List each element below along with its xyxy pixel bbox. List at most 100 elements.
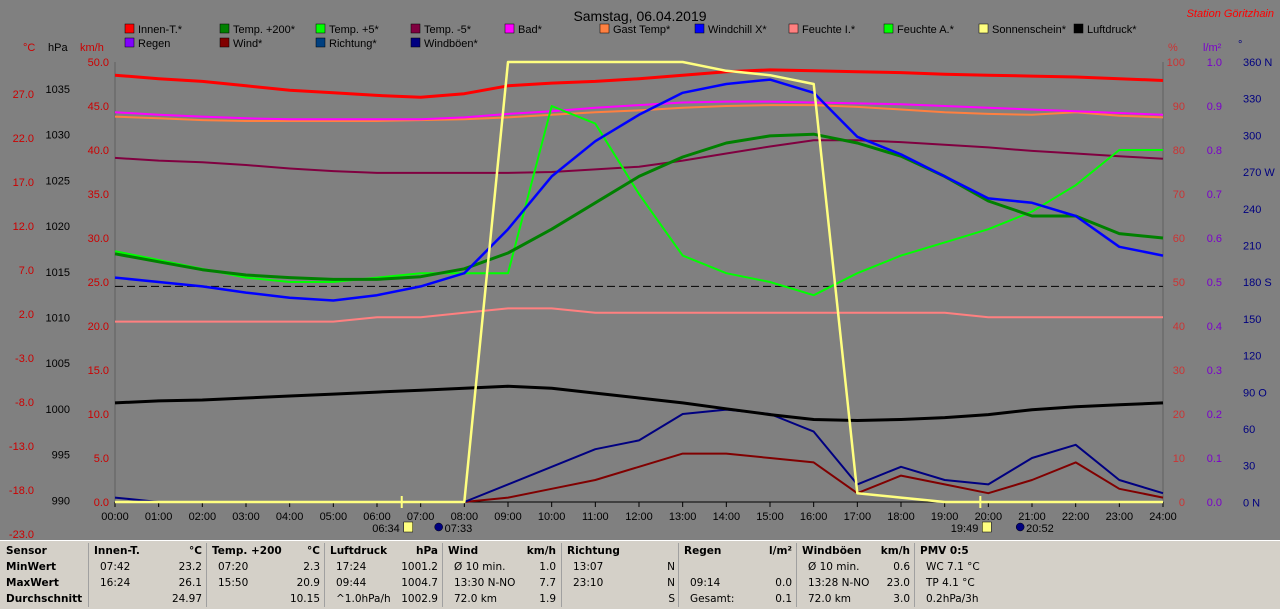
lm2-tick: 0.1 [1207, 453, 1222, 465]
celsius-tick: -18.0 [9, 485, 34, 497]
hpa-tick: 1025 [46, 175, 70, 187]
legend-swatch [410, 23, 421, 34]
time-tick: 00:00 [101, 511, 129, 523]
dir-tick: 90 O [1243, 387, 1267, 399]
legend-label: Bad* [518, 24, 543, 36]
stats-cell-left: Ø 10 min. [454, 561, 506, 573]
stats-column-unit: km/h [526, 545, 556, 557]
celsius-tick: -3.0 [15, 353, 34, 365]
time-tick: 05:00 [320, 511, 348, 523]
stats-cell-left: 09:14 [690, 577, 721, 589]
dir-tick: 300 [1243, 130, 1261, 142]
lm2-tick: 0.8 [1207, 145, 1222, 157]
stats-cell-left: ^1.0hPa/h [336, 593, 391, 605]
chart-title: Samstag, 06.04.2019 [573, 8, 706, 24]
stats-cell-value: 24.97 [171, 593, 202, 605]
hpa-unit: hPa [48, 42, 68, 54]
legend-swatch [1073, 23, 1084, 34]
time-tick: 06:00 [363, 511, 391, 523]
series-temp-5-line [114, 139, 1164, 174]
legend-swatch [124, 37, 135, 48]
pct-tick: 20 [1173, 409, 1185, 421]
stats-cell-left: 07:20 [218, 561, 249, 573]
stats-cell-value: 7.7 [539, 577, 556, 589]
stats-cell-value: 1.0 [539, 561, 556, 573]
stats-cell-left: 09:44 [336, 577, 367, 589]
kmh-tick: 20.0 [88, 321, 109, 333]
sunrise-icon [403, 521, 413, 533]
moonrise-icon [434, 522, 443, 532]
kmh-tick: 30.0 [88, 233, 109, 245]
stats-cell-value: 0.6 [893, 561, 910, 573]
dir-tick: 330 [1243, 94, 1261, 106]
hpa-tick: 1020 [46, 221, 70, 233]
stats-label-avg: Durchschnitt [6, 593, 83, 605]
legend-swatch [219, 23, 230, 34]
stats-separator [442, 543, 443, 607]
stats-cell-value: 26.1 [178, 577, 202, 589]
stats-column: Temp. +200 °C 07:20 2.3 15:50 20.9 10.15 [212, 541, 320, 609]
stats-separator [678, 543, 679, 607]
celsius-tick: 17.0 [13, 177, 34, 189]
stats-label-sensor: Sensor [6, 545, 47, 557]
station-name: Station Göritzhain [1187, 8, 1274, 20]
lm2-tick: 0.2 [1207, 409, 1222, 421]
stats-column: Luftdruck hPa 17:24 1001.2 09:44 1004.7 ^1.0hP… [330, 541, 438, 609]
celsius-tick: -13.0 [9, 441, 34, 453]
sun-moon-events: 06:34 19:49 07:33 20:52 [372, 496, 1054, 535]
moonset-label: 20:52 [1026, 523, 1054, 535]
lm2-tick: 0.5 [1207, 277, 1222, 289]
time-tick: 22:00 [1062, 511, 1090, 523]
lm2-tick: 0.3 [1207, 365, 1222, 377]
stats-cell-value: 20.9 [296, 577, 320, 589]
stats-cell-left: 23:10 [573, 577, 604, 589]
legend-swatch [410, 37, 421, 48]
kmh-tick: 25.0 [88, 277, 109, 289]
stats-cell-left: 15:50 [218, 577, 249, 589]
stats-column-title: Temp. +200 [212, 545, 282, 557]
legend-label: Temp. -5* [424, 24, 472, 36]
kmh-tick: 15.0 [88, 365, 109, 377]
legend-label: Richtung* [329, 38, 377, 50]
dir-tick: 210 [1243, 241, 1261, 253]
dir-tick: 360 N [1243, 57, 1272, 69]
stats-label-column: Sensor MinWert MaxWert Durchschnitt [6, 541, 86, 609]
lm2-tick: 0.4 [1207, 321, 1222, 333]
series-luftdruck-line [114, 384, 1164, 422]
celsius-tick: 7.0 [19, 265, 34, 277]
lm2-unit: l/m² [1203, 42, 1222, 54]
stats-cell-value: 0.1 [775, 593, 792, 605]
legend-label: Feuchte I.* [802, 24, 856, 36]
stats-cell-left: 72.0 km [808, 593, 852, 605]
stats-column-title: PMV 0:5 [920, 545, 969, 557]
legend-label: Windböen* [424, 38, 479, 50]
legend-label: Temp. +5* [329, 24, 380, 36]
hpa-tick: 1015 [46, 267, 70, 279]
series-temp-200-line [114, 132, 1164, 281]
kmh-tick: 45.0 [88, 101, 109, 113]
hpa-tick: 995 [52, 450, 70, 462]
stats-column-title: Innen-T. [94, 545, 140, 557]
stats-cell-left: 17:24 [336, 561, 367, 573]
legend: Innen-T.* Temp. +200* Temp. +5* Temp. -5* Ba… [124, 23, 1137, 50]
legend-label: Wind* [233, 38, 263, 50]
stats-cell-value: 3.0 [893, 593, 910, 605]
stats-label-max: MaxWert [6, 577, 59, 589]
sunset-label: 19:49 [951, 523, 979, 535]
stats-column: Wind km/h Ø 10 min. 1.0 13:30 N-NO 7.7 72.0 km… [448, 541, 556, 609]
stats-column-title: Wind [448, 545, 479, 557]
series-gast-temp-line [114, 104, 1164, 122]
stats-cell-left: 0.2hPa/3h [926, 593, 979, 605]
stats-column: Innen-T. °C 07:42 23.2 16:24 26.1 24.97 [94, 541, 202, 609]
time-tick: 01:00 [145, 511, 173, 523]
stats-column-unit: °C [189, 545, 202, 557]
time-tick: 17:00 [844, 511, 872, 523]
moonset-icon [1015, 522, 1025, 532]
stats-cell-left: Gesamt: [690, 593, 735, 605]
time-tick: 07:00 [407, 511, 435, 523]
stats-cell-value: N [667, 561, 675, 573]
stats-cell-value: 1002.9 [401, 593, 438, 605]
lm2-tick: 0.9 [1207, 101, 1222, 113]
stats-column-unit: hPa [416, 545, 438, 557]
time-tick: 19:00 [931, 511, 959, 523]
